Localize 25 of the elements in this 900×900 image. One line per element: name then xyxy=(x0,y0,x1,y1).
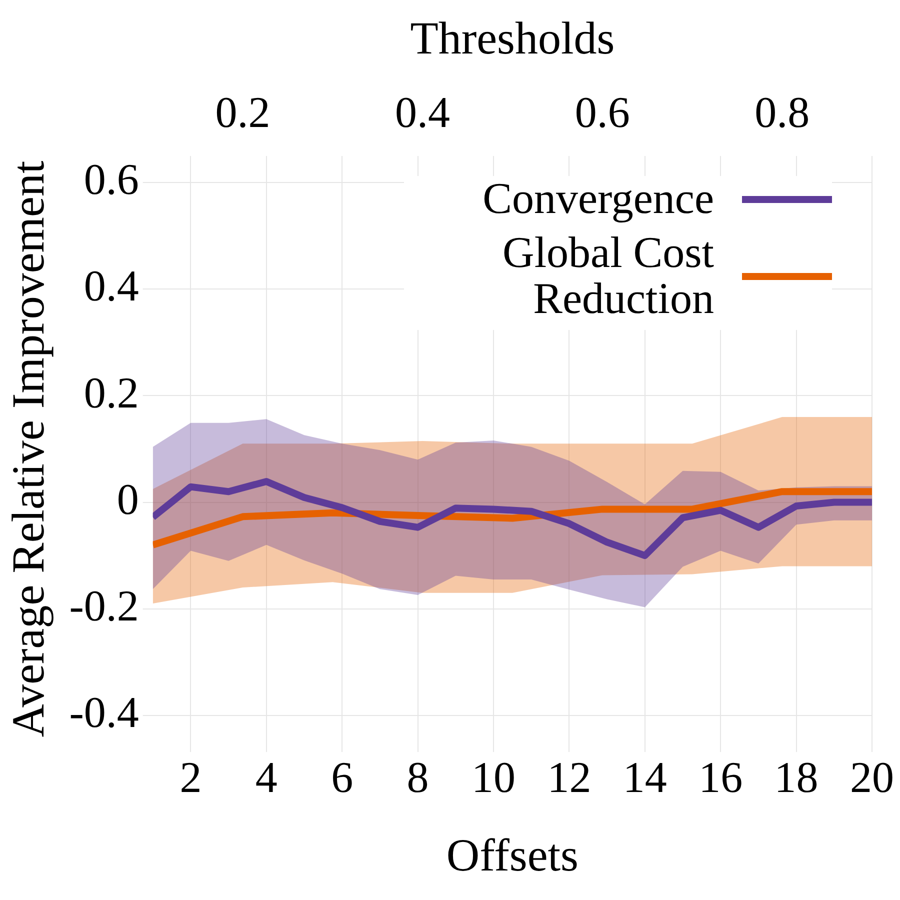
x2-tick-label: 0.4 xyxy=(395,88,450,138)
x-tick-label: 18 xyxy=(774,752,818,802)
x2-tick-label: 0.6 xyxy=(574,88,630,138)
y-tick-label: 0.4 xyxy=(84,262,139,311)
x-tick-label: 20 xyxy=(850,752,894,802)
x2-axis-title: Thresholds xyxy=(410,12,615,64)
legend-label: Global Cost Reduction xyxy=(502,228,714,323)
y-axis-title: Average Relative Improvement xyxy=(2,160,54,738)
y-tick-label: 0 xyxy=(116,474,139,524)
x-tick-label: 4 xyxy=(255,752,278,802)
y-tick-label: 0.6 xyxy=(84,155,139,204)
x2-tick-label: 0.8 xyxy=(754,88,810,138)
legend-label: Convergence xyxy=(482,174,714,223)
y-tick-label: -0.2 xyxy=(69,581,139,630)
x-axis-title: Offsets xyxy=(446,829,578,880)
x-tick-label: 16 xyxy=(698,752,743,802)
x-tick-label: 12 xyxy=(547,752,592,802)
y-tick-label: 0.2 xyxy=(84,368,139,418)
y-tick-label: -0.4 xyxy=(69,688,139,737)
x-tick-label: 2 xyxy=(180,752,202,802)
x-tick-label: 6 xyxy=(331,752,354,802)
x-tick-label: 8 xyxy=(406,752,429,802)
x-tick-label: 14 xyxy=(622,752,667,802)
x-tick-label: 10 xyxy=(472,752,516,802)
x2-tick-label: 0.2 xyxy=(215,88,270,138)
